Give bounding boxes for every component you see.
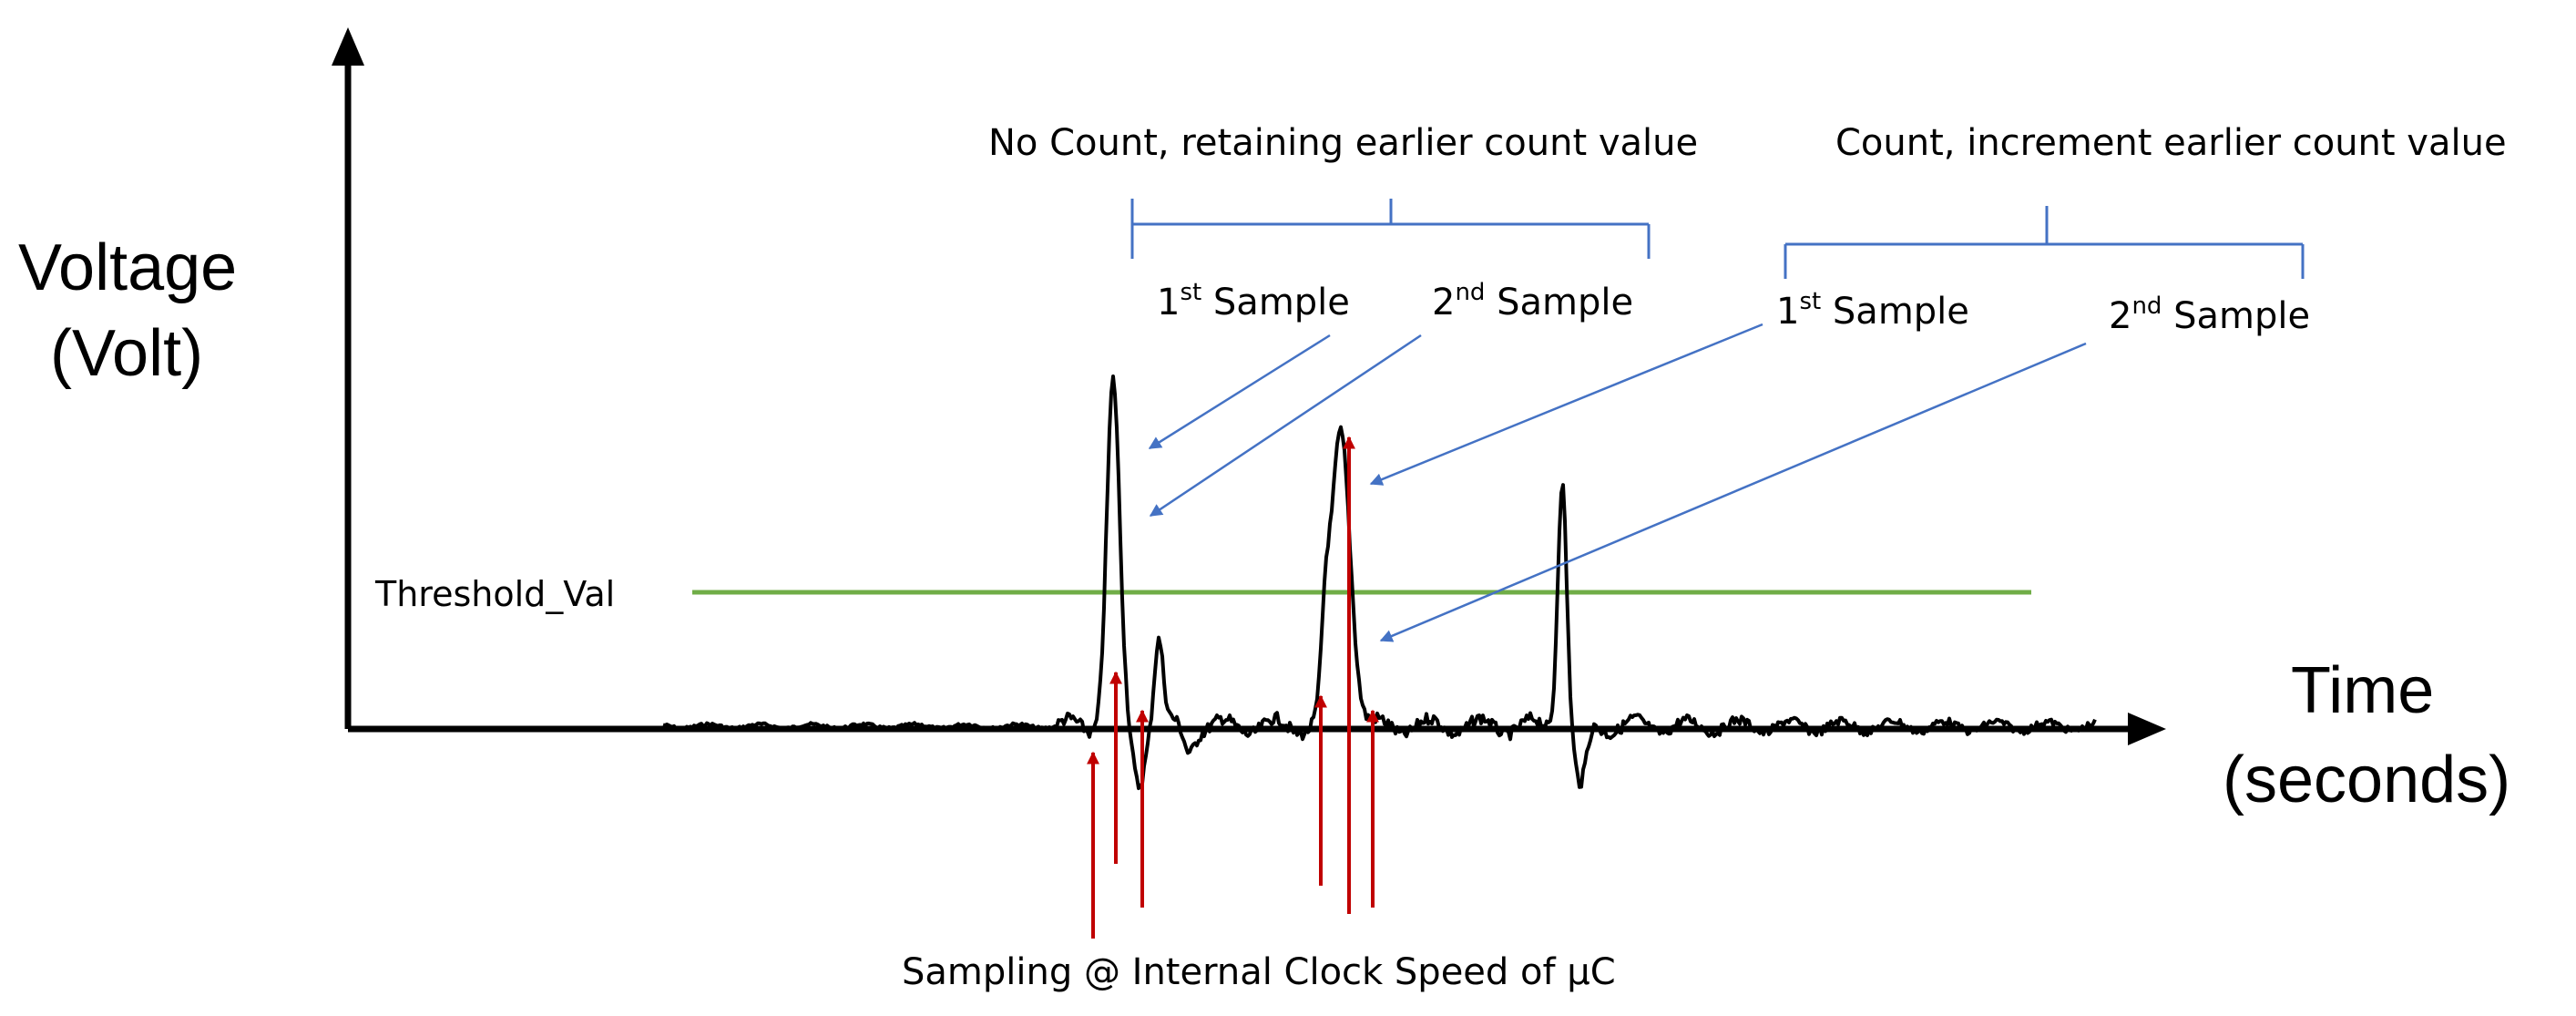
group-no-count-sample-2: 2nd Sample — [1432, 279, 1633, 323]
group-count-sample-2: 2nd Sample — [2109, 292, 2310, 337]
pointer-count-sample-2 — [1379, 342, 2087, 642]
group-count-bracket — [1784, 206, 2305, 279]
group-no-count: No Count, retaining earlier count value … — [988, 122, 1698, 323]
group-no-count-bracket — [1130, 199, 1651, 259]
group-count-label: Count, increment earlier count value — [1835, 122, 2507, 164]
signal-trace — [662, 375, 2097, 791]
pointer-count-sample-1 — [1369, 323, 1763, 486]
y-axis-label-line1: Voltage — [18, 231, 237, 304]
sampling-arrows — [1087, 436, 1379, 939]
sampling-label: Sampling @ Internal Clock Speed of µC — [902, 951, 1616, 993]
pointer-no-count-sample-2 — [1149, 334, 1422, 518]
threshold-label: Threshold_Val — [374, 574, 615, 614]
group-no-count-sample-1: 1st Sample — [1157, 279, 1350, 323]
group-no-count-label: No Count, retaining earlier count value — [988, 122, 1698, 164]
x-axis-arrowhead — [2128, 713, 2166, 745]
pointer-no-count-sample-1 — [1148, 334, 1331, 450]
x-axis-label-line2: (seconds) — [2223, 744, 2510, 816]
x-axis-label-line1: Time — [2291, 654, 2434, 727]
group-count: Count, increment earlier count value 1st… — [1776, 122, 2507, 337]
sample-pointers — [1148, 323, 2087, 642]
group-count-sample-1: 1st Sample — [1776, 288, 1969, 333]
y-axis-label-line2: (Volt) — [50, 317, 203, 390]
y-axis-arrowhead — [332, 27, 364, 66]
